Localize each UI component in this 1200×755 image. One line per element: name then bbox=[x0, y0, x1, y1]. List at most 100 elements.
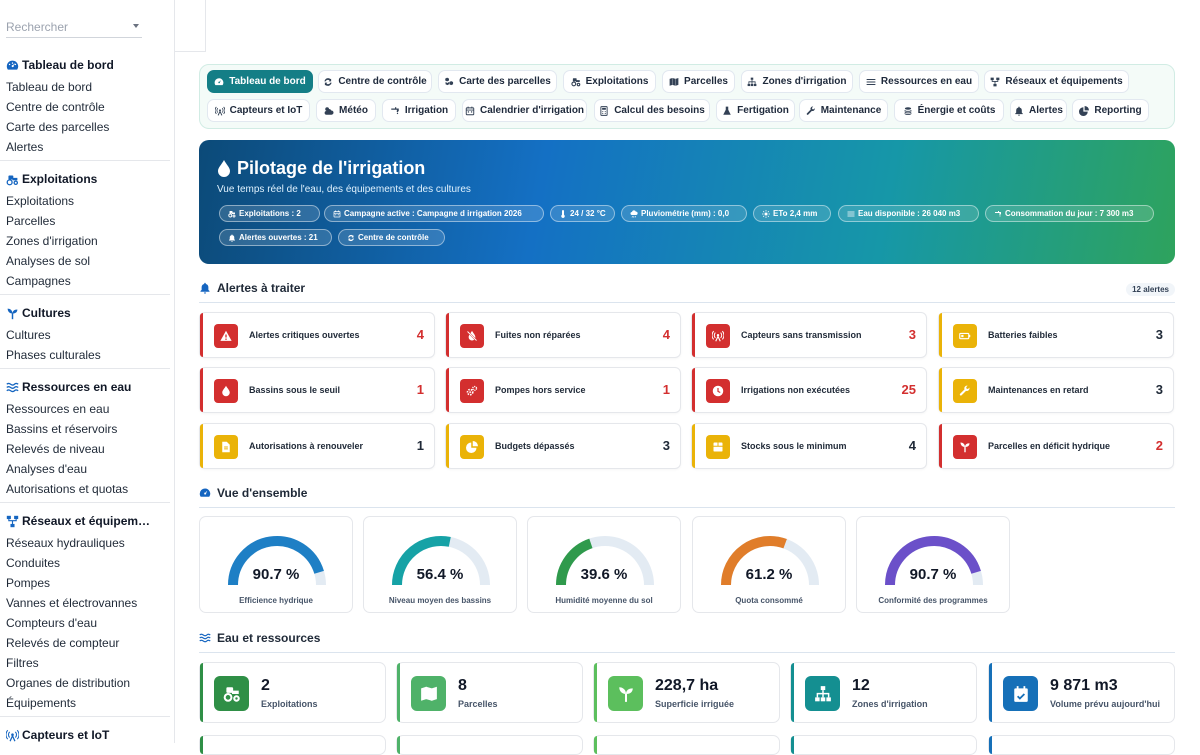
coins-icon bbox=[904, 106, 912, 115]
network-icon bbox=[6, 515, 19, 527]
sidebar-item-organes[interactable]: Organes de distribution bbox=[6, 676, 131, 690]
sidebar-item-releves-compteur[interactable]: Relevés de compteur bbox=[6, 636, 120, 650]
kpi-card[interactable]: 2 Exploitations bbox=[199, 662, 386, 723]
sidebar-item-bassins[interactable]: Bassins et réservoirs bbox=[6, 422, 118, 436]
sidebar-item-carte-des-parcelles[interactable]: Carte des parcelles bbox=[6, 120, 110, 134]
kpi-card[interactable]: 9 871 m3 Volume prévu aujourd'hui bbox=[988, 662, 1175, 723]
sidebar-item-pompes[interactable]: Pompes bbox=[6, 576, 51, 590]
kpi-accent-bar bbox=[594, 736, 597, 754]
kpi-card[interactable]: 12 Zones d'irrigation bbox=[790, 662, 977, 723]
alert-label: Pompes hors service bbox=[495, 385, 586, 395]
tab-zones-d-irrigation[interactable]: Zones d'irrigation bbox=[741, 70, 853, 93]
tab-nergie-et-co-ts[interactable]: Énergie et coûts bbox=[894, 99, 1004, 122]
sidebar-item-vannes[interactable]: Vannes et électrovannes bbox=[6, 596, 138, 610]
alert-card[interactable]: Bassins sous le seuil 1 bbox=[199, 367, 435, 413]
gauge-card: 90.7 % Conformité des programmes bbox=[856, 516, 1010, 613]
hero-pill-label: Campagne active : Campagne d irrigation … bbox=[344, 209, 522, 218]
seedling-icon bbox=[618, 686, 633, 702]
gauge-arc bbox=[556, 536, 654, 586]
alert-card[interactable]: Maintenances en retard 3 bbox=[938, 367, 1174, 413]
sidebar-item-campagnes[interactable]: Campagnes bbox=[6, 274, 71, 288]
gauge-label: Quota consommé bbox=[735, 596, 803, 605]
alert-card[interactable]: Pompes hors service 1 bbox=[445, 367, 681, 413]
tab-m-t-o[interactable]: Météo bbox=[316, 99, 376, 122]
alert-label: Batteries faibles bbox=[988, 330, 1058, 340]
tab-exploitations[interactable]: Exploitations bbox=[563, 70, 656, 93]
gauge-arc bbox=[228, 536, 326, 586]
tab-label: Centre de contrôle bbox=[338, 76, 427, 87]
alert-card[interactable]: Alertes critiques ouvertes 4 bbox=[199, 312, 435, 358]
sidebar-item-tableau-de-bord[interactable]: Tableau de bord bbox=[6, 80, 93, 94]
hero-pill-centre-controle-button[interactable]: Centre de contrôle bbox=[338, 229, 445, 246]
sidebar-item-centre-de-controle[interactable]: Centre de contrôle bbox=[6, 100, 105, 114]
alert-label: Irrigations non exécutées bbox=[741, 385, 851, 395]
tab-label: Maintenance bbox=[820, 105, 882, 116]
tab-reporting[interactable]: Reporting bbox=[1072, 99, 1149, 122]
sidebar-item-ressources-en-eau[interactable]: Ressources en eau bbox=[6, 402, 110, 416]
sidebar-item-analyses-de-sol[interactable]: Analyses de sol bbox=[6, 254, 91, 268]
sidebar-item-analyses-eau[interactable]: Analyses d'eau bbox=[6, 462, 88, 476]
gauge-fill bbox=[392, 536, 451, 586]
alert-icon-badge bbox=[706, 435, 730, 459]
alerts-section-header: Alertes à traiter bbox=[199, 281, 305, 295]
sidebar-item-cultures[interactable]: Cultures bbox=[6, 328, 51, 342]
alert-icon-badge bbox=[460, 435, 484, 459]
alert-card[interactable]: Batteries faibles 3 bbox=[938, 312, 1174, 358]
alert-card[interactable]: Irrigations non exécutées 25 bbox=[691, 367, 927, 413]
sidebar-item-parcelles[interactable]: Parcelles bbox=[6, 214, 56, 228]
kpi-label: Volume prévu aujourd'hui bbox=[1050, 699, 1160, 709]
tab-alertes[interactable]: Alertes bbox=[1010, 99, 1067, 122]
search-select[interactable]: Rechercher bbox=[6, 14, 142, 38]
chevron-down-icon[interactable] bbox=[133, 24, 139, 28]
sidebar-item-phases-culturales[interactable]: Phases culturales bbox=[6, 348, 101, 362]
tab-ressources-en-eau[interactable]: Ressources en eau bbox=[859, 70, 979, 93]
tab-calendrier-d-irrigation[interactable]: Calendrier d'irrigation bbox=[462, 99, 587, 122]
divider bbox=[0, 294, 170, 295]
sidebar-item-compteurs[interactable]: Compteurs d'eau bbox=[6, 616, 98, 630]
tab-label: Capteurs et IoT bbox=[229, 105, 303, 116]
tab-capteurs-et-iot[interactable]: Capteurs et IoT bbox=[207, 99, 310, 122]
sidebar-item-alertes[interactable]: Alertes bbox=[6, 140, 44, 154]
sidebar-item-filtres[interactable]: Filtres bbox=[6, 656, 39, 670]
sidebar-item-exploitations[interactable]: Exploitations bbox=[6, 194, 75, 208]
alert-card[interactable]: Fuites non réparées 4 bbox=[445, 312, 681, 358]
sidebar-item-autorisations[interactable]: Autorisations et quotas bbox=[6, 482, 129, 496]
alert-label: Parcelles en déficit hydrique bbox=[988, 441, 1111, 451]
nav-section-title: Exploitations bbox=[0, 171, 174, 187]
tab-parcelles[interactable]: Parcelles bbox=[662, 70, 735, 93]
tab-r-seaux-et-quipements[interactable]: Réseaux et équipements bbox=[984, 70, 1129, 93]
tab-fertigation[interactable]: Fertigation bbox=[716, 99, 795, 122]
alert-card[interactable]: Stocks sous le minimum 4 bbox=[691, 423, 927, 469]
tab-label: Calcul des besoins bbox=[614, 105, 705, 116]
tab-tableau-de-bord[interactable]: Tableau de bord bbox=[207, 70, 313, 93]
severity-bar bbox=[692, 424, 695, 468]
alert-label: Maintenances en retard bbox=[988, 385, 1089, 395]
sidebar-item-equipements[interactable]: Équipements bbox=[6, 696, 77, 710]
cloud-sun-icon bbox=[324, 106, 334, 115]
alert-card[interactable]: Capteurs sans transmission 3 bbox=[691, 312, 927, 358]
tab-centre-de-contr-le[interactable]: Centre de contrôle bbox=[318, 70, 432, 93]
kpi-card[interactable]: 228,7 ha Superficie irriguée bbox=[593, 662, 780, 723]
tab-carte-des-parcelles[interactable]: Carte des parcelles bbox=[438, 70, 557, 93]
tab-calcul-des-besoins[interactable]: Calcul des besoins bbox=[594, 99, 710, 122]
sidebar-item-zones-irrigation[interactable]: Zones d'irrigation bbox=[6, 234, 98, 248]
alert-card[interactable]: Parcelles en déficit hydrique 2 bbox=[938, 423, 1174, 469]
water-icon bbox=[866, 78, 876, 85]
tab-maintenance[interactable]: Maintenance bbox=[799, 99, 888, 122]
kpi-label: Zones d'irrigation bbox=[852, 699, 928, 709]
tab-irrigation[interactable]: Irrigation bbox=[382, 99, 456, 122]
kpi-card-next-row bbox=[790, 735, 977, 755]
pie-chart-icon bbox=[1079, 105, 1090, 116]
kpi-card[interactable]: 8 Parcelles bbox=[396, 662, 583, 723]
sidebar-item-conduites[interactable]: Conduites bbox=[6, 556, 61, 570]
dashboard-gauge-icon bbox=[199, 488, 211, 497]
hero-pill: 24 / 32 °C bbox=[550, 205, 615, 222]
antenna-icon bbox=[712, 330, 724, 342]
sidebar-item-releves-niveau[interactable]: Relevés de niveau bbox=[6, 442, 105, 456]
alert-card[interactable]: Budgets dépassés 3 bbox=[445, 423, 681, 469]
sidebar-item-reseaux-hydrauliques[interactable]: Réseaux hydrauliques bbox=[6, 536, 125, 550]
gauge-label: Niveau moyen des bassins bbox=[388, 596, 492, 605]
alert-count: 3 bbox=[1155, 382, 1163, 397]
alert-card[interactable]: Autorisations à renouveler 1 bbox=[199, 423, 435, 469]
kpi-accent-bar bbox=[397, 736, 400, 754]
